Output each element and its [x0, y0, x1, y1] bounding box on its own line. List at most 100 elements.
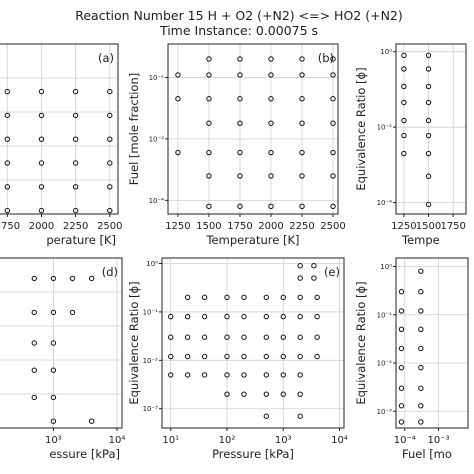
x-axis-label: Temperature [K]	[205, 233, 299, 247]
figure-title: Reaction Number 15 H + O2 (+N2) <=> HO2 …	[75, 8, 403, 23]
data-point	[241, 391, 247, 397]
data-point	[401, 99, 407, 106]
y-tick-label: 10⁻³	[377, 408, 393, 416]
data-point	[263, 372, 270, 378]
data-point	[107, 112, 113, 119]
y-tick-label: 10⁻⁴	[377, 199, 393, 207]
data-point	[425, 52, 432, 59]
x-tick-label: 1750	[0, 221, 20, 232]
data-point	[168, 372, 174, 378]
data-point	[201, 353, 208, 360]
y-tick-label: 10⁻¹	[377, 311, 393, 319]
data-point	[69, 275, 76, 282]
y-tick-label: 10⁰	[380, 48, 392, 56]
data-point	[168, 353, 174, 360]
data-point	[401, 132, 407, 139]
data-point	[299, 72, 305, 78]
data-point	[38, 136, 45, 142]
data-point	[237, 72, 243, 78]
data-point	[398, 419, 405, 425]
data-point	[31, 394, 37, 401]
data-point	[297, 294, 303, 301]
data-point	[297, 391, 303, 397]
panel-e: 10¹ 10² 10³ 10⁴ 10⁻³ 10⁻² 10⁻¹ 10⁰ Pressure [kPa…	[127, 257, 348, 461]
data-point	[299, 56, 305, 62]
data-point	[398, 289, 405, 295]
axes-frame	[395, 257, 469, 429]
data-point	[201, 372, 208, 378]
data-point	[237, 96, 243, 102]
data-point	[330, 173, 336, 179]
data-point	[314, 334, 320, 340]
data-point	[268, 203, 274, 210]
data-point	[175, 149, 181, 156]
data-point	[4, 160, 11, 166]
y-tick-label: 10⁻²	[377, 360, 393, 368]
x-tick-label: 2500	[97, 221, 122, 232]
panel-c: 1250 1500 1750 10⁻⁴ 10⁻² 10⁰ Tempe Equivalence …	[354, 43, 467, 247]
data-point	[425, 99, 432, 106]
data-point	[72, 112, 79, 119]
data-point	[72, 160, 79, 166]
data-point	[107, 160, 113, 166]
x-tick-label: 10¹	[162, 435, 179, 446]
data-point	[268, 173, 274, 179]
data-point	[263, 313, 270, 320]
data-point	[398, 403, 405, 409]
data-point	[280, 294, 286, 301]
y-axis-label: Fuel [mole fraction]	[127, 73, 141, 186]
data-point	[311, 263, 317, 269]
y-tick-label: 10⁻²	[377, 124, 393, 132]
data-point	[72, 88, 79, 95]
data-point	[224, 391, 230, 397]
x-tick-label: 10²	[219, 435, 236, 446]
data-point	[168, 313, 174, 320]
data-point	[280, 353, 286, 360]
data-point	[263, 413, 270, 419]
data-point	[237, 149, 243, 156]
x-tick-label: 1750	[440, 221, 465, 232]
data-point	[4, 88, 11, 95]
data-point	[398, 345, 405, 352]
y-tick-label: 10⁻¹	[143, 308, 159, 316]
panel-d: 10²10³10⁴essure [kPa](d)	[0, 257, 125, 461]
panel-label: (e)	[324, 265, 340, 279]
data-point	[201, 294, 208, 301]
y-tick-label: 10⁰	[380, 263, 392, 271]
plot-area	[0, 258, 122, 428]
data-point	[88, 275, 95, 282]
data-point	[184, 294, 191, 301]
data-point	[237, 173, 243, 179]
data-point	[175, 96, 181, 102]
data-point	[268, 149, 274, 156]
data-point	[224, 353, 230, 360]
data-point	[38, 88, 45, 95]
data-point	[201, 334, 208, 340]
y-axis-label: Equivalence Ratio [ϕ]	[354, 281, 368, 404]
data-point	[175, 72, 181, 78]
data-point	[268, 72, 274, 78]
x-tick-label: 10⁻⁴	[394, 435, 416, 446]
axes-frame	[0, 257, 123, 429]
data-point	[241, 353, 247, 360]
data-point	[330, 203, 336, 210]
data-point	[425, 150, 432, 157]
data-point	[107, 88, 113, 95]
plot-area	[396, 44, 466, 214]
data-point	[201, 313, 208, 320]
data-point	[224, 334, 230, 340]
axes-frame	[167, 43, 339, 215]
y-tick-label: 10⁰	[146, 260, 158, 268]
data-point	[299, 203, 305, 210]
x-tick-label: 2000	[258, 221, 283, 232]
y-tick-label: 10⁻²	[149, 74, 165, 82]
data-point	[398, 326, 405, 332]
data-point	[206, 56, 212, 62]
data-point	[107, 207, 113, 214]
data-point	[418, 326, 424, 332]
data-point	[241, 372, 247, 378]
x-axis-label: perature [K]	[46, 233, 116, 247]
panel-label: (d)	[102, 265, 118, 279]
data-point	[50, 418, 57, 424]
